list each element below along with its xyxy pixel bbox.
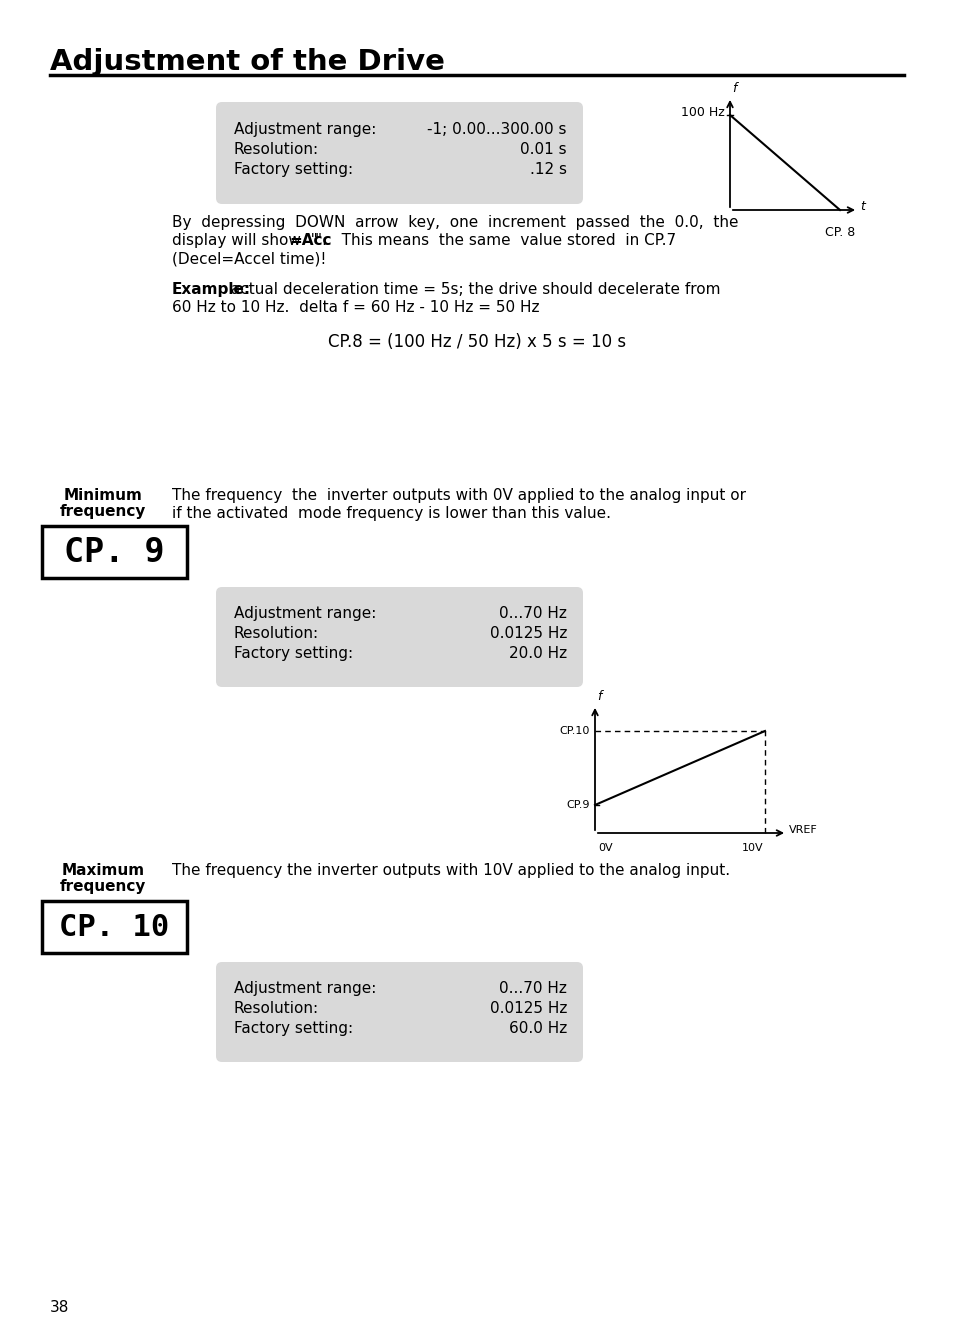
Text: 0V: 0V xyxy=(598,842,612,853)
Text: CP. 9: CP. 9 xyxy=(64,536,165,568)
Text: frequency: frequency xyxy=(60,504,146,519)
Text: Factory setting:: Factory setting: xyxy=(233,647,353,661)
Text: =Acc: =Acc xyxy=(289,233,331,248)
Text: CP.10: CP.10 xyxy=(559,726,589,736)
Text: 0.01 s: 0.01 s xyxy=(519,143,566,157)
Text: 10V: 10V xyxy=(740,842,762,853)
Text: CP. 10: CP. 10 xyxy=(59,913,170,941)
Text: .12 s: .12 s xyxy=(530,163,566,177)
Text: Resolution:: Resolution: xyxy=(233,143,319,157)
Text: frequency: frequency xyxy=(60,878,146,894)
Text: 38: 38 xyxy=(50,1300,70,1314)
Text: Adjustment range:: Adjustment range: xyxy=(233,607,376,621)
Text: 100 Hz: 100 Hz xyxy=(680,105,724,119)
Text: (Decel=Accel time)!: (Decel=Accel time)! xyxy=(172,251,326,267)
Text: 0.0125 Hz: 0.0125 Hz xyxy=(489,627,566,641)
Text: Adjustment range:: Adjustment range: xyxy=(233,981,376,996)
Text: Maximum: Maximum xyxy=(61,862,145,878)
Text: By  depressing  DOWN  arrow  key,  one  increment  passed  the  0.0,  the: By depressing DOWN arrow key, one increm… xyxy=(172,215,738,231)
Text: Minimum: Minimum xyxy=(64,488,142,503)
Text: Factory setting:: Factory setting: xyxy=(233,163,353,177)
Text: t: t xyxy=(859,200,864,213)
FancyBboxPatch shape xyxy=(42,527,187,579)
Text: 20.0 Hz: 20.0 Hz xyxy=(508,647,566,661)
Text: VREF: VREF xyxy=(788,825,817,834)
FancyBboxPatch shape xyxy=(215,962,582,1062)
Text: f: f xyxy=(731,83,736,95)
FancyBboxPatch shape xyxy=(215,587,582,686)
Text: The frequency the inverter outputs with 10V applied to the analog input.: The frequency the inverter outputs with … xyxy=(172,862,729,878)
Text: Adjustment range:: Adjustment range: xyxy=(233,123,376,137)
Text: 0...70 Hz: 0...70 Hz xyxy=(498,607,566,621)
Text: -1; 0.00...300.00 s: -1; 0.00...300.00 s xyxy=(427,123,566,137)
Text: actual deceleration time = 5s; the drive should decelerate from: actual deceleration time = 5s; the drive… xyxy=(226,283,720,297)
FancyBboxPatch shape xyxy=(42,901,187,953)
Text: CP.9: CP.9 xyxy=(566,800,589,810)
Text: Factory setting:: Factory setting: xyxy=(233,1021,353,1036)
Text: if the activated  mode frequency is lower than this value.: if the activated mode frequency is lower… xyxy=(172,507,610,521)
Text: 0.0125 Hz: 0.0125 Hz xyxy=(489,1001,566,1016)
Text: Resolution:: Resolution: xyxy=(233,627,319,641)
Text: Example:: Example: xyxy=(172,283,251,297)
FancyBboxPatch shape xyxy=(215,103,582,204)
Text: 60 Hz to 10 Hz.  delta f = 60 Hz - 10 Hz = 50 Hz: 60 Hz to 10 Hz. delta f = 60 Hz - 10 Hz … xyxy=(172,300,539,315)
Text: The frequency  the  inverter outputs with 0V applied to the analog input or: The frequency the inverter outputs with … xyxy=(172,488,745,503)
Text: 60.0 Hz: 60.0 Hz xyxy=(508,1021,566,1036)
Text: CP.8 = (100 Hz / 50 Hz) x 5 s = 10 s: CP.8 = (100 Hz / 50 Hz) x 5 s = 10 s xyxy=(328,333,625,351)
Text: 0...70 Hz: 0...70 Hz xyxy=(498,981,566,996)
Text: display will show  ": display will show " xyxy=(172,233,317,248)
Text: CP. 8: CP. 8 xyxy=(824,227,854,239)
Text: ".   This means  the same  value stored  in CP.7: ". This means the same value stored in C… xyxy=(314,233,676,248)
Text: Resolution:: Resolution: xyxy=(233,1001,319,1016)
Text: Adjustment of the Drive: Adjustment of the Drive xyxy=(50,48,444,76)
Text: f: f xyxy=(597,690,600,702)
